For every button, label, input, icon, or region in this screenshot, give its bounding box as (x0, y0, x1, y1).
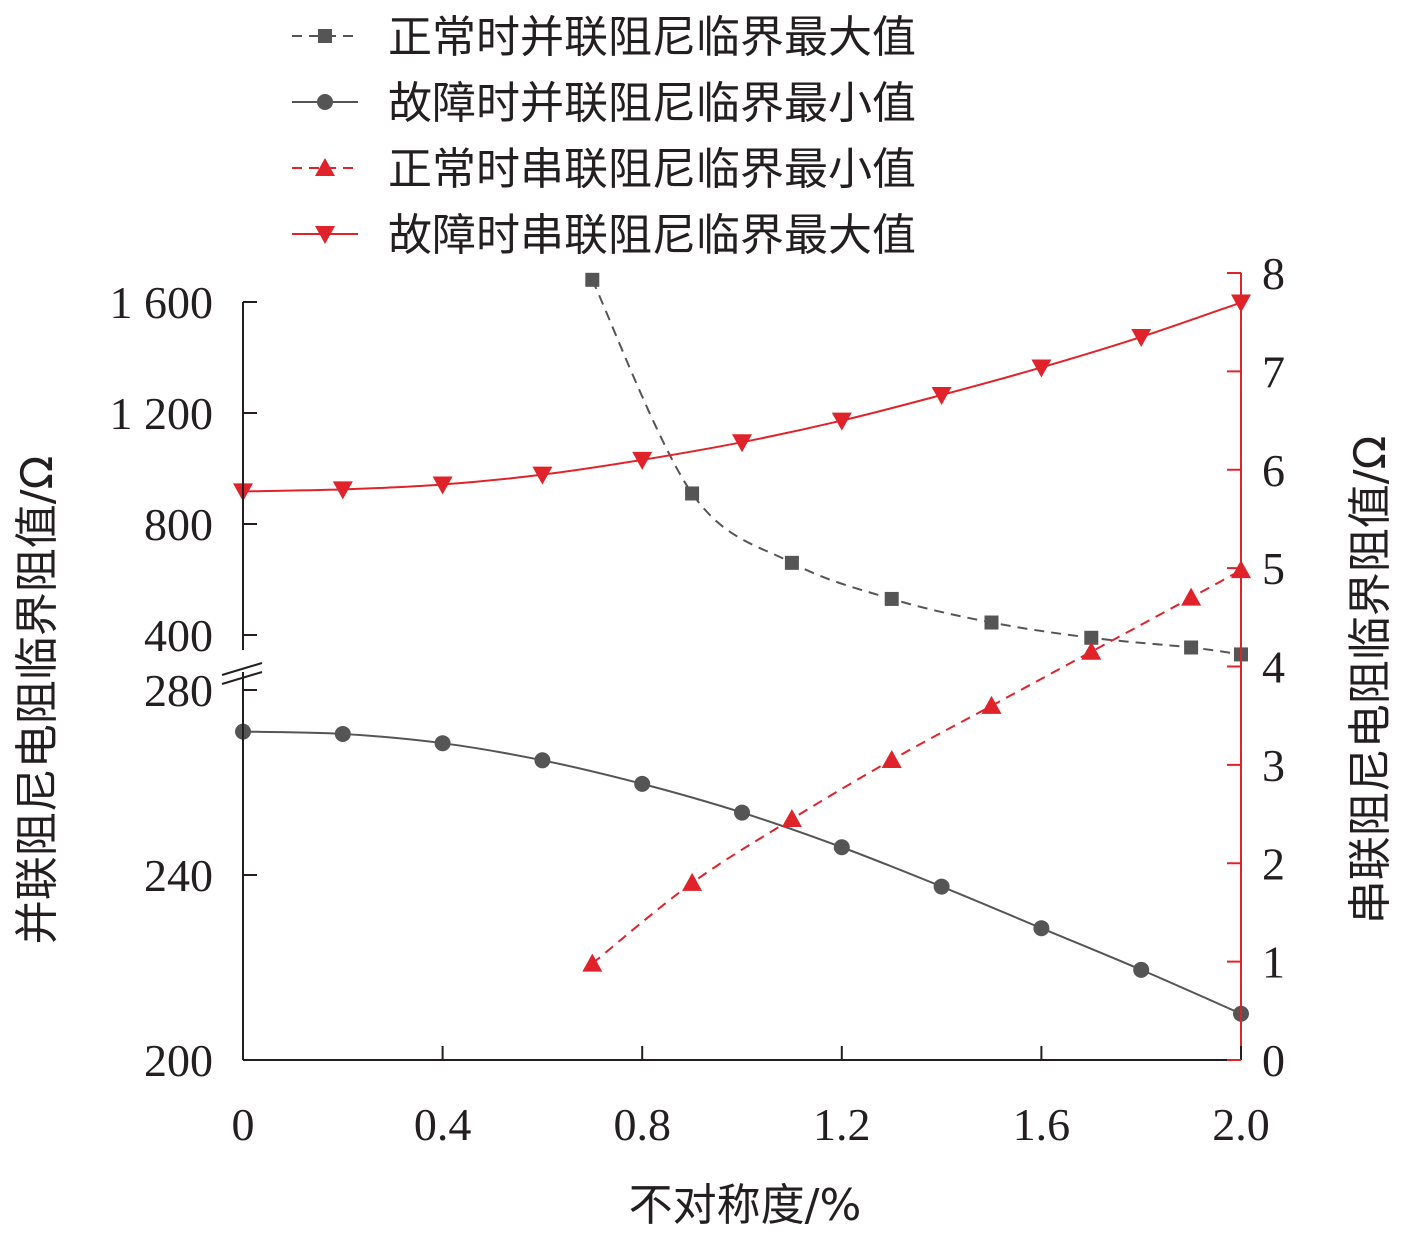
data-point (885, 592, 899, 606)
x-tick-label: 0.4 (414, 1099, 472, 1150)
y-left-tick-label: 200 (144, 1035, 213, 1086)
y-left-tick-label: 800 (144, 499, 213, 550)
legend-item: 正常时串联阻尼临界最小值 (292, 144, 916, 195)
series-2 (235, 724, 1249, 1022)
data-point (335, 726, 351, 742)
y-left-tick-label: 1 200 (110, 388, 214, 439)
x-tick-label: 0.8 (613, 1099, 671, 1150)
y-right-tick-label: 6 (1262, 445, 1285, 496)
series-line (592, 570, 1241, 964)
data-point (1184, 640, 1198, 654)
legend-label: 故障时并联阻尼临界最小值 (388, 78, 916, 129)
legend-item: 正常时并联阻尼临界最大值 (292, 12, 916, 63)
plot-area (233, 273, 1251, 1022)
y-right-tick-label: 7 (1262, 346, 1285, 397)
data-point (1131, 329, 1151, 347)
y-right-tick-label: 1 (1262, 937, 1285, 988)
data-point (585, 273, 599, 287)
data-point (534, 752, 550, 768)
legend-label: 正常时串联阻尼临界最小值 (388, 144, 916, 195)
data-point (1033, 920, 1049, 936)
legend-label: 故障时串联阻尼临界最大值 (388, 210, 916, 261)
y-left-tick-label: 240 (144, 850, 213, 901)
y-right-tick-label: 4 (1262, 642, 1285, 693)
series-3 (582, 560, 1251, 972)
legend-swatch-marker (317, 94, 333, 110)
x-tick-label: 1.6 (1013, 1099, 1071, 1150)
legend-label: 正常时并联阻尼临界最大值 (388, 12, 916, 63)
y-right-tick-label: 5 (1262, 543, 1285, 594)
y-left-tick-label: 280 (144, 665, 213, 716)
y-left-tick-label: 1 600 (110, 277, 214, 328)
data-point (1181, 588, 1201, 606)
data-point (685, 486, 699, 500)
y-left-axis-title: 并联阻尼电阻临界阻值/Ω (12, 456, 63, 944)
series-4 (233, 295, 1251, 502)
data-point (1133, 962, 1149, 978)
x-axis-title: 不对称度/% (629, 1180, 862, 1231)
legend: 正常时并联阻尼临界最大值故障时并联阻尼临界最小值正常时串联阻尼临界最小值故障时串… (292, 12, 916, 261)
legend-item: 故障时并联阻尼临界最小值 (292, 78, 916, 129)
data-point (934, 879, 950, 895)
x-tick-label: 0 (232, 1099, 255, 1150)
y-right-tick-label: 3 (1262, 740, 1285, 791)
y-left-tick-label: 400 (144, 610, 213, 661)
series-line (243, 732, 1241, 1014)
y-right-tick-label: 8 (1262, 248, 1285, 299)
data-point (982, 696, 1002, 714)
x-tick-label: 1.2 (813, 1099, 871, 1150)
data-point (834, 839, 850, 855)
data-point (435, 735, 451, 751)
y-right-axis-title: 串联阻尼电阻临界阻值/Ω (1345, 436, 1396, 924)
data-point (882, 750, 902, 768)
legend-item: 故障时串联阻尼临界最大值 (292, 210, 916, 261)
data-point (582, 954, 602, 972)
series-line (243, 303, 1241, 492)
legend-swatch-marker (318, 29, 332, 43)
data-point (782, 809, 802, 827)
y-right-tick-label: 0 (1262, 1035, 1285, 1086)
data-point (634, 776, 650, 792)
data-point (682, 873, 702, 891)
x-tick-label: 2.0 (1212, 1099, 1270, 1150)
data-point (785, 556, 799, 570)
y-right-tick-label: 2 (1262, 838, 1285, 889)
data-point (985, 616, 999, 630)
data-point (734, 805, 750, 821)
